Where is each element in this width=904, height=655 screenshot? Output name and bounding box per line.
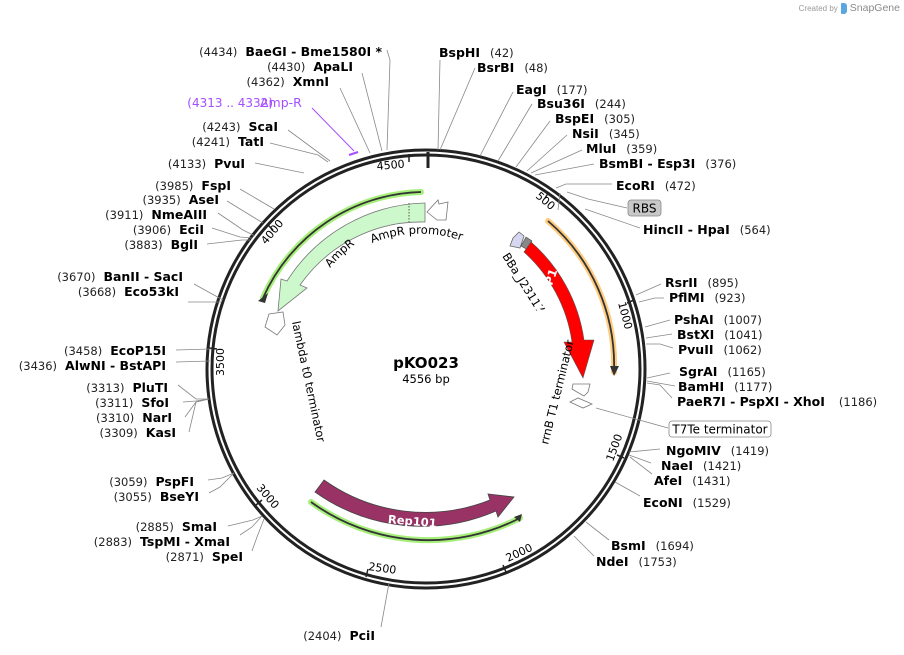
site-label[interactable]: BspHI (42) (439, 45, 514, 60)
rbs-label-box[interactable]: RBS (627, 199, 662, 217)
plasmid-title: pKO023 4556 bp (393, 354, 459, 386)
site-label[interactable]: (2871) SpeI (166, 549, 243, 564)
site-label[interactable]: PshAI (1007) (674, 312, 762, 327)
site-label[interactable]: BspEI (305) (555, 111, 635, 126)
site-label[interactable]: (3935) AseI (143, 192, 220, 207)
credit-prefix: Created by (798, 3, 838, 13)
site-label[interactable]: HincII - HpaI (564) (643, 222, 771, 237)
site-label[interactable]: (3458) EcoP15I (64, 343, 166, 358)
site-label[interactable]: EcoNI (1529) (643, 495, 731, 510)
site-label[interactable]: (3309) KasI (100, 425, 176, 440)
site-label[interactable]: AfeI (1431) (654, 473, 731, 488)
rbs-label: RBS (633, 202, 657, 216)
primer-name: Amp-R (260, 95, 302, 110)
site-label[interactable]: NsiI (345) (572, 126, 640, 141)
site-label[interactable]: NdeI (1753) (596, 554, 677, 569)
plasmid-name: pKO023 (393, 354, 459, 372)
site-label[interactable]: (2883) TspMI - XmaI (94, 534, 230, 549)
feature-lambda-terminator[interactable]: lambda t0 terminator (264, 311, 328, 444)
site-label[interactable]: (3883) BglI (124, 237, 198, 252)
sites-right: BspHI (42) BsrBI (48) EagI (177) Bsu36I (244… (439, 45, 877, 569)
site-label[interactable]: (4133) PvuI (168, 156, 245, 171)
site-label[interactable]: (3059) PspFI (109, 474, 194, 489)
site-label[interactable]: Bsu36I (244) (537, 96, 626, 111)
site-label[interactable]: (3911) NmeAIII (105, 207, 207, 222)
tick-label: 4500 (376, 158, 405, 173)
site-label[interactable]: EagI (177) (516, 82, 588, 97)
credit-brand: SnapGene (849, 2, 900, 14)
site-label[interactable]: BsmBI - Esp3I (376) (599, 156, 736, 171)
snapgene-credit: Created by SnapGene (799, 2, 900, 14)
site-label[interactable]: NaeI (1421) (661, 458, 741, 473)
tick-label: 1500 (604, 432, 626, 463)
rep101-label: Rep101 (387, 512, 437, 530)
site-label[interactable]: PflMI (923) (669, 290, 745, 305)
site-label[interactable]: BsmI (1694) (611, 538, 694, 553)
site-label[interactable]: (2885) SmaI (136, 519, 217, 534)
site-label[interactable]: BsrBI (48) (477, 60, 548, 75)
site-label[interactable]: PvuII (1062) (678, 342, 762, 357)
t7te-label: T7Te terminator (671, 423, 767, 437)
orf-ampr (258, 189, 424, 303)
tick-label: 3000 (254, 482, 282, 512)
site-label[interactable]: SgrAI (1165) (679, 364, 766, 379)
plasmid-length: 4556 bp (402, 372, 450, 386)
site-label[interactable]: (3906) EciI (133, 222, 204, 237)
site-label[interactable]: BstXI (1041) (677, 327, 762, 342)
site-label[interactable]: (3668) Eco53kI (78, 284, 179, 299)
site-label[interactable]: PaeR7I - PspXI - XhoI (1186) (677, 394, 877, 409)
leader-lines-left (175, 49, 391, 628)
feature-rep101[interactable]: Rep101 (314, 479, 515, 530)
site-label[interactable]: (3310) NarI (96, 410, 172, 425)
site-label[interactable]: (3436) AlwNI - BstAPI (19, 358, 166, 373)
orf-rep101 (308, 499, 523, 544)
site-label[interactable]: EcoRI (472) (616, 178, 696, 193)
site-label[interactable]: (3311) SfoI (95, 395, 169, 410)
orf-mrfp1 (545, 218, 619, 376)
site-label[interactable]: (4430) ApaLI (267, 59, 353, 74)
lambda-terminator-label: lambda t0 terminator (289, 320, 328, 444)
t7te-label-box[interactable]: T7Te terminator (668, 420, 772, 438)
backbone (205, 148, 647, 590)
site-label[interactable]: (3985) FspI (155, 178, 231, 193)
site-label[interactable]: NgoMIV (1419) (666, 443, 769, 458)
site-label[interactable]: (4243) ScaI (202, 119, 278, 134)
primer-amp-r[interactable]: (4313 .. 4332) Amp-R (187, 95, 359, 156)
site-label[interactable]: RsrII (895) (665, 275, 738, 290)
snapgene-logo-icon (840, 2, 847, 14)
tick-label: 3500 (214, 348, 227, 376)
site-label[interactable]: (3313) PluTI (86, 380, 168, 395)
site-label[interactable]: (4434) BaeGI - Bme1580I * (199, 44, 382, 59)
rrnb-terminator-label: rrnB T1 terminator (537, 338, 577, 445)
site-label[interactable]: BamHI (1177) (678, 379, 772, 394)
site-label[interactable]: (3670) BanII - SacI (57, 269, 183, 284)
site-label[interactable]: (3055) BseYI (114, 489, 199, 504)
leader-lines-right (437, 59, 676, 557)
site-label[interactable]: (4241) TatI (192, 134, 264, 149)
site-label[interactable]: (2404) PciI (303, 628, 375, 643)
sites-left: (4434) BaeGI - Bme1580I * (4430) ApaLI (43… (19, 44, 383, 643)
site-label[interactable]: (4362) XmnI (247, 74, 329, 89)
feature-ampr[interactable]: AmpR (277, 202, 426, 312)
primer-range: (4313 .. 4332) (187, 96, 273, 110)
tick-label: 2500 (368, 560, 398, 577)
tick-label: 1000 (615, 300, 635, 330)
site-label[interactable]: MluI (359) (586, 141, 657, 156)
